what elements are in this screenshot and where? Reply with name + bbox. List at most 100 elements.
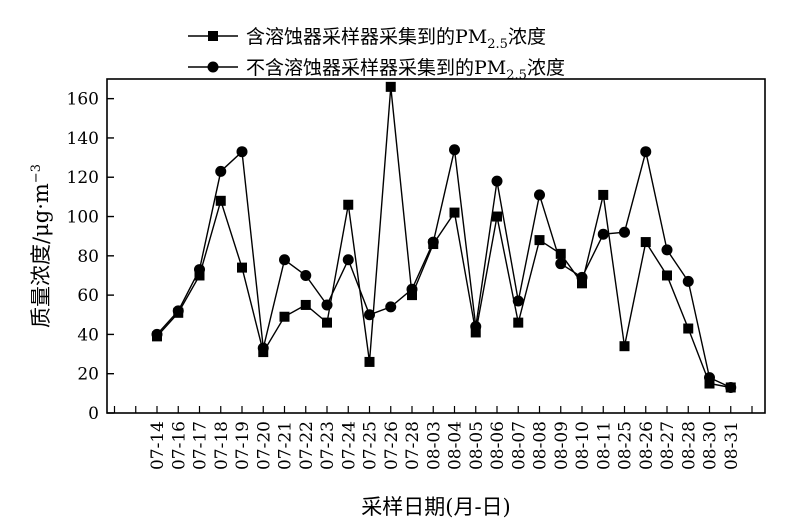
data-point-circle — [597, 228, 609, 240]
data-point-circle — [640, 146, 652, 158]
x-tick-label: 07-17 — [191, 421, 211, 470]
x-tick-label: 07-22 — [297, 421, 317, 470]
x-tick-label: 08-26 — [637, 421, 657, 470]
y-tick-label: 60 — [77, 286, 99, 306]
x-tick-label: 07-16 — [169, 421, 189, 470]
data-point-circle — [619, 226, 630, 238]
x-tick-label: 08-28 — [679, 421, 699, 470]
x-axis-title: 采样日期(月-日) — [361, 495, 510, 519]
data-point-square — [513, 317, 524, 328]
series-line — [156, 86, 731, 389]
y-tick-label: 40 — [77, 325, 99, 345]
data-point-square — [300, 299, 311, 310]
data-point-square — [343, 199, 354, 210]
data-point-circle — [151, 328, 163, 340]
data-point-circle — [406, 283, 418, 295]
data-point-circle — [704, 372, 715, 384]
y-tick-label: 160 — [67, 90, 99, 110]
data-point-square — [598, 189, 609, 200]
x-tick-label: 08-30 — [701, 421, 721, 470]
data-point-square — [492, 211, 502, 222]
x-tick-label: 08-25 — [616, 421, 636, 470]
plot-frame — [106, 78, 766, 414]
legend-item-2: 不含溶蚀器采样器采集到的PM2.5浓度 — [188, 57, 565, 83]
x-tick-label: 08-05 — [467, 421, 487, 470]
y-tick-label: 120 — [67, 168, 99, 188]
y-axis-title: 质量浓度/μg·m−3 — [29, 164, 53, 328]
data-point-square — [577, 278, 587, 289]
data-point-square — [470, 327, 481, 338]
x-tick-label: 07-18 — [212, 421, 232, 470]
y-tick-label: 20 — [77, 365, 99, 385]
data-point-square — [555, 248, 566, 259]
data-point-circle — [682, 275, 694, 287]
data-point-square — [215, 195, 226, 206]
data-point-square — [322, 317, 332, 328]
x-tick-label: 07-24 — [339, 421, 359, 470]
legend-label-main: 不含溶蚀器采样器采集到的PM — [246, 57, 506, 79]
series-2 — [151, 144, 737, 393]
data-point-square — [662, 270, 672, 281]
legend-label-main: 含溶蚀器采样器采集到的PM — [246, 26, 487, 48]
x-tick-label: 08-06 — [488, 421, 508, 470]
legend-marker — [207, 61, 219, 73]
data-point-circle — [321, 299, 333, 311]
y-axis-title-main: 质量浓度/μg·m — [29, 183, 53, 328]
x-tick-label: 07-26 — [382, 421, 402, 470]
x-tick-label: 07-25 — [361, 421, 381, 470]
data-point-circle — [661, 244, 673, 256]
x-tick-label: 08-09 — [552, 421, 572, 470]
legend-label-sub: 2.5 — [506, 68, 527, 83]
data-point-square — [683, 323, 694, 334]
data-point-square — [279, 311, 290, 322]
data-point-square — [364, 356, 375, 367]
y-axis-title-sup: −3 — [29, 164, 44, 183]
data-point-circle — [385, 301, 397, 313]
data-point-circle — [576, 271, 588, 283]
x-tick-label: 08-10 — [573, 421, 593, 470]
data-point-circle — [725, 381, 737, 393]
x-tick-label: 08-07 — [509, 421, 529, 470]
y-axis: 0 20 40 60 80 100 120 140 160 — [67, 90, 114, 424]
x-tick-label: 07-20 — [254, 421, 274, 470]
x-tick-label: 07-21 — [276, 421, 296, 470]
data-point-circle — [555, 258, 567, 270]
data-point-square — [449, 207, 460, 218]
series-1 — [152, 81, 736, 393]
x-tick-label: 08-08 — [531, 421, 551, 470]
data-point-circle — [279, 254, 290, 266]
data-point-circle — [427, 236, 439, 248]
data-point-circle — [194, 264, 205, 276]
data-point-circle — [512, 295, 524, 307]
data-point-circle — [300, 269, 312, 281]
x-tick-label: 07-14 — [148, 421, 168, 470]
legend-marker — [208, 31, 218, 41]
data-point-circle — [470, 321, 482, 333]
data-point-circle — [449, 144, 460, 156]
data-point-circle — [491, 175, 503, 187]
series-line — [156, 149, 732, 389]
legend-item-1: 含溶蚀器采样器采集到的PM2.5浓度 — [188, 26, 546, 52]
data-point-circle — [172, 305, 184, 317]
x-tick-label: 08-11 — [594, 421, 614, 470]
x-tick-label: 08-27 — [658, 421, 678, 470]
legend-label-sub: 2.5 — [487, 37, 508, 52]
data-point-square — [534, 235, 545, 246]
y-tick-label: 140 — [67, 129, 99, 149]
x-tick-label: 08-04 — [446, 421, 466, 470]
x-tick-label: 07-19 — [233, 421, 253, 470]
data-point-square — [704, 378, 715, 389]
data-point-circle — [534, 189, 545, 201]
data-point-square — [237, 262, 247, 273]
legend-label-tail: 浓度 — [508, 26, 546, 48]
legend-label-tail: 浓度 — [527, 57, 565, 79]
x-tick-label: 07-28 — [403, 421, 423, 470]
data-point-circle — [215, 165, 227, 177]
data-point-circle — [257, 342, 269, 354]
data-point-circle — [364, 309, 375, 321]
y-tick-label: 0 — [88, 404, 99, 424]
data-point-square — [407, 290, 417, 301]
